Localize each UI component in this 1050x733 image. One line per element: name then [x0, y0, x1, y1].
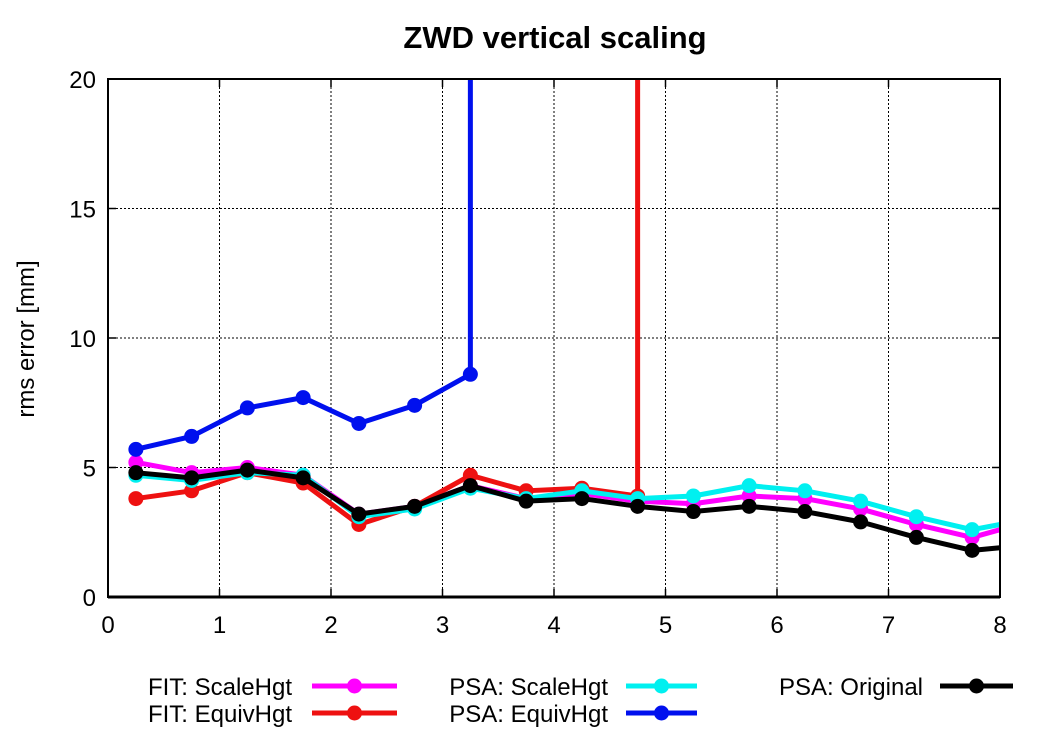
- y-tick-label: 5: [83, 456, 96, 483]
- series-point: [853, 493, 869, 509]
- legend-swatch-point: [654, 705, 669, 721]
- legend-label: FIT: ScaleHgt: [148, 674, 292, 701]
- y-tick-label: 15: [69, 197, 96, 224]
- series-point: [407, 397, 423, 413]
- x-tick-label: 1: [213, 612, 226, 639]
- series-point: [630, 498, 646, 514]
- series-point: [964, 522, 980, 538]
- series-point: [908, 509, 924, 525]
- x-tick-label: 4: [547, 612, 560, 639]
- chart-title: ZWD vertical scaling: [403, 20, 706, 55]
- series-point: [184, 428, 200, 444]
- series-4: [128, 462, 1001, 558]
- legend-swatch-point: [654, 678, 669, 694]
- series-point: [184, 483, 200, 499]
- y-tick-label: 0: [83, 585, 96, 612]
- series-point: [462, 366, 478, 382]
- legend-label: PSA: ScaleHgt: [449, 674, 608, 701]
- series-point: [462, 467, 478, 483]
- series-point: [908, 529, 924, 545]
- series-point: [184, 470, 200, 486]
- series-point: [128, 491, 144, 507]
- series-point: [797, 483, 813, 499]
- legend-item: FIT: ScaleHgt: [148, 674, 397, 701]
- series-point: [128, 465, 144, 481]
- legend-item: PSA: EquivHgt: [449, 701, 697, 728]
- x-tick-label: 2: [324, 612, 337, 639]
- series-line: [135, 79, 473, 452]
- series-point: [128, 454, 144, 470]
- series-point: [574, 491, 590, 507]
- series-point: [351, 415, 367, 431]
- series-point: [797, 504, 813, 520]
- x-tick-label: 0: [101, 612, 114, 639]
- y-axis-label: rms error [mm]: [13, 260, 40, 417]
- series-point: [295, 390, 311, 406]
- series-point: [407, 498, 423, 514]
- legend-swatch-point: [347, 678, 362, 694]
- x-tick-label: 8: [993, 612, 1006, 639]
- series-3: [128, 79, 478, 457]
- series-point: [741, 478, 757, 494]
- series-point: [462, 478, 478, 494]
- series-point: [518, 493, 534, 509]
- series-point: [239, 400, 255, 416]
- series-point: [128, 441, 144, 457]
- series-line: [135, 79, 641, 527]
- series-point: [741, 498, 757, 514]
- legend-swatch-point: [969, 678, 984, 694]
- legend-item: FIT: EquivHgt: [148, 701, 397, 728]
- series-point: [853, 514, 869, 530]
- series-layer: [128, 79, 1001, 558]
- x-tick-label: 6: [770, 612, 783, 639]
- series-point: [685, 504, 701, 520]
- series-point: [964, 542, 980, 558]
- series-point: [295, 470, 311, 486]
- y-tick-label: 20: [69, 67, 96, 94]
- legend-item: PSA: Original: [779, 674, 1013, 701]
- legend-label: FIT: EquivHgt: [148, 701, 292, 728]
- series-1: [128, 79, 646, 532]
- x-tick-label: 7: [882, 612, 895, 639]
- legend-item: PSA: ScaleHgt: [449, 674, 697, 701]
- series-point: [351, 506, 367, 522]
- x-tick-label: 5: [659, 612, 672, 639]
- x-tick-label: 3: [436, 612, 449, 639]
- legend-swatch-point: [347, 705, 362, 721]
- series-point: [685, 488, 701, 504]
- legend-label: PSA: Original: [779, 674, 923, 701]
- series-point: [239, 462, 255, 478]
- ticks: 0 1 2 3 4 5 6 7 8 0 5 10 15 20: [69, 67, 1006, 639]
- y-tick-label: 10: [69, 326, 96, 353]
- legend-label: PSA: EquivHgt: [449, 701, 608, 728]
- series-point: [741, 488, 757, 504]
